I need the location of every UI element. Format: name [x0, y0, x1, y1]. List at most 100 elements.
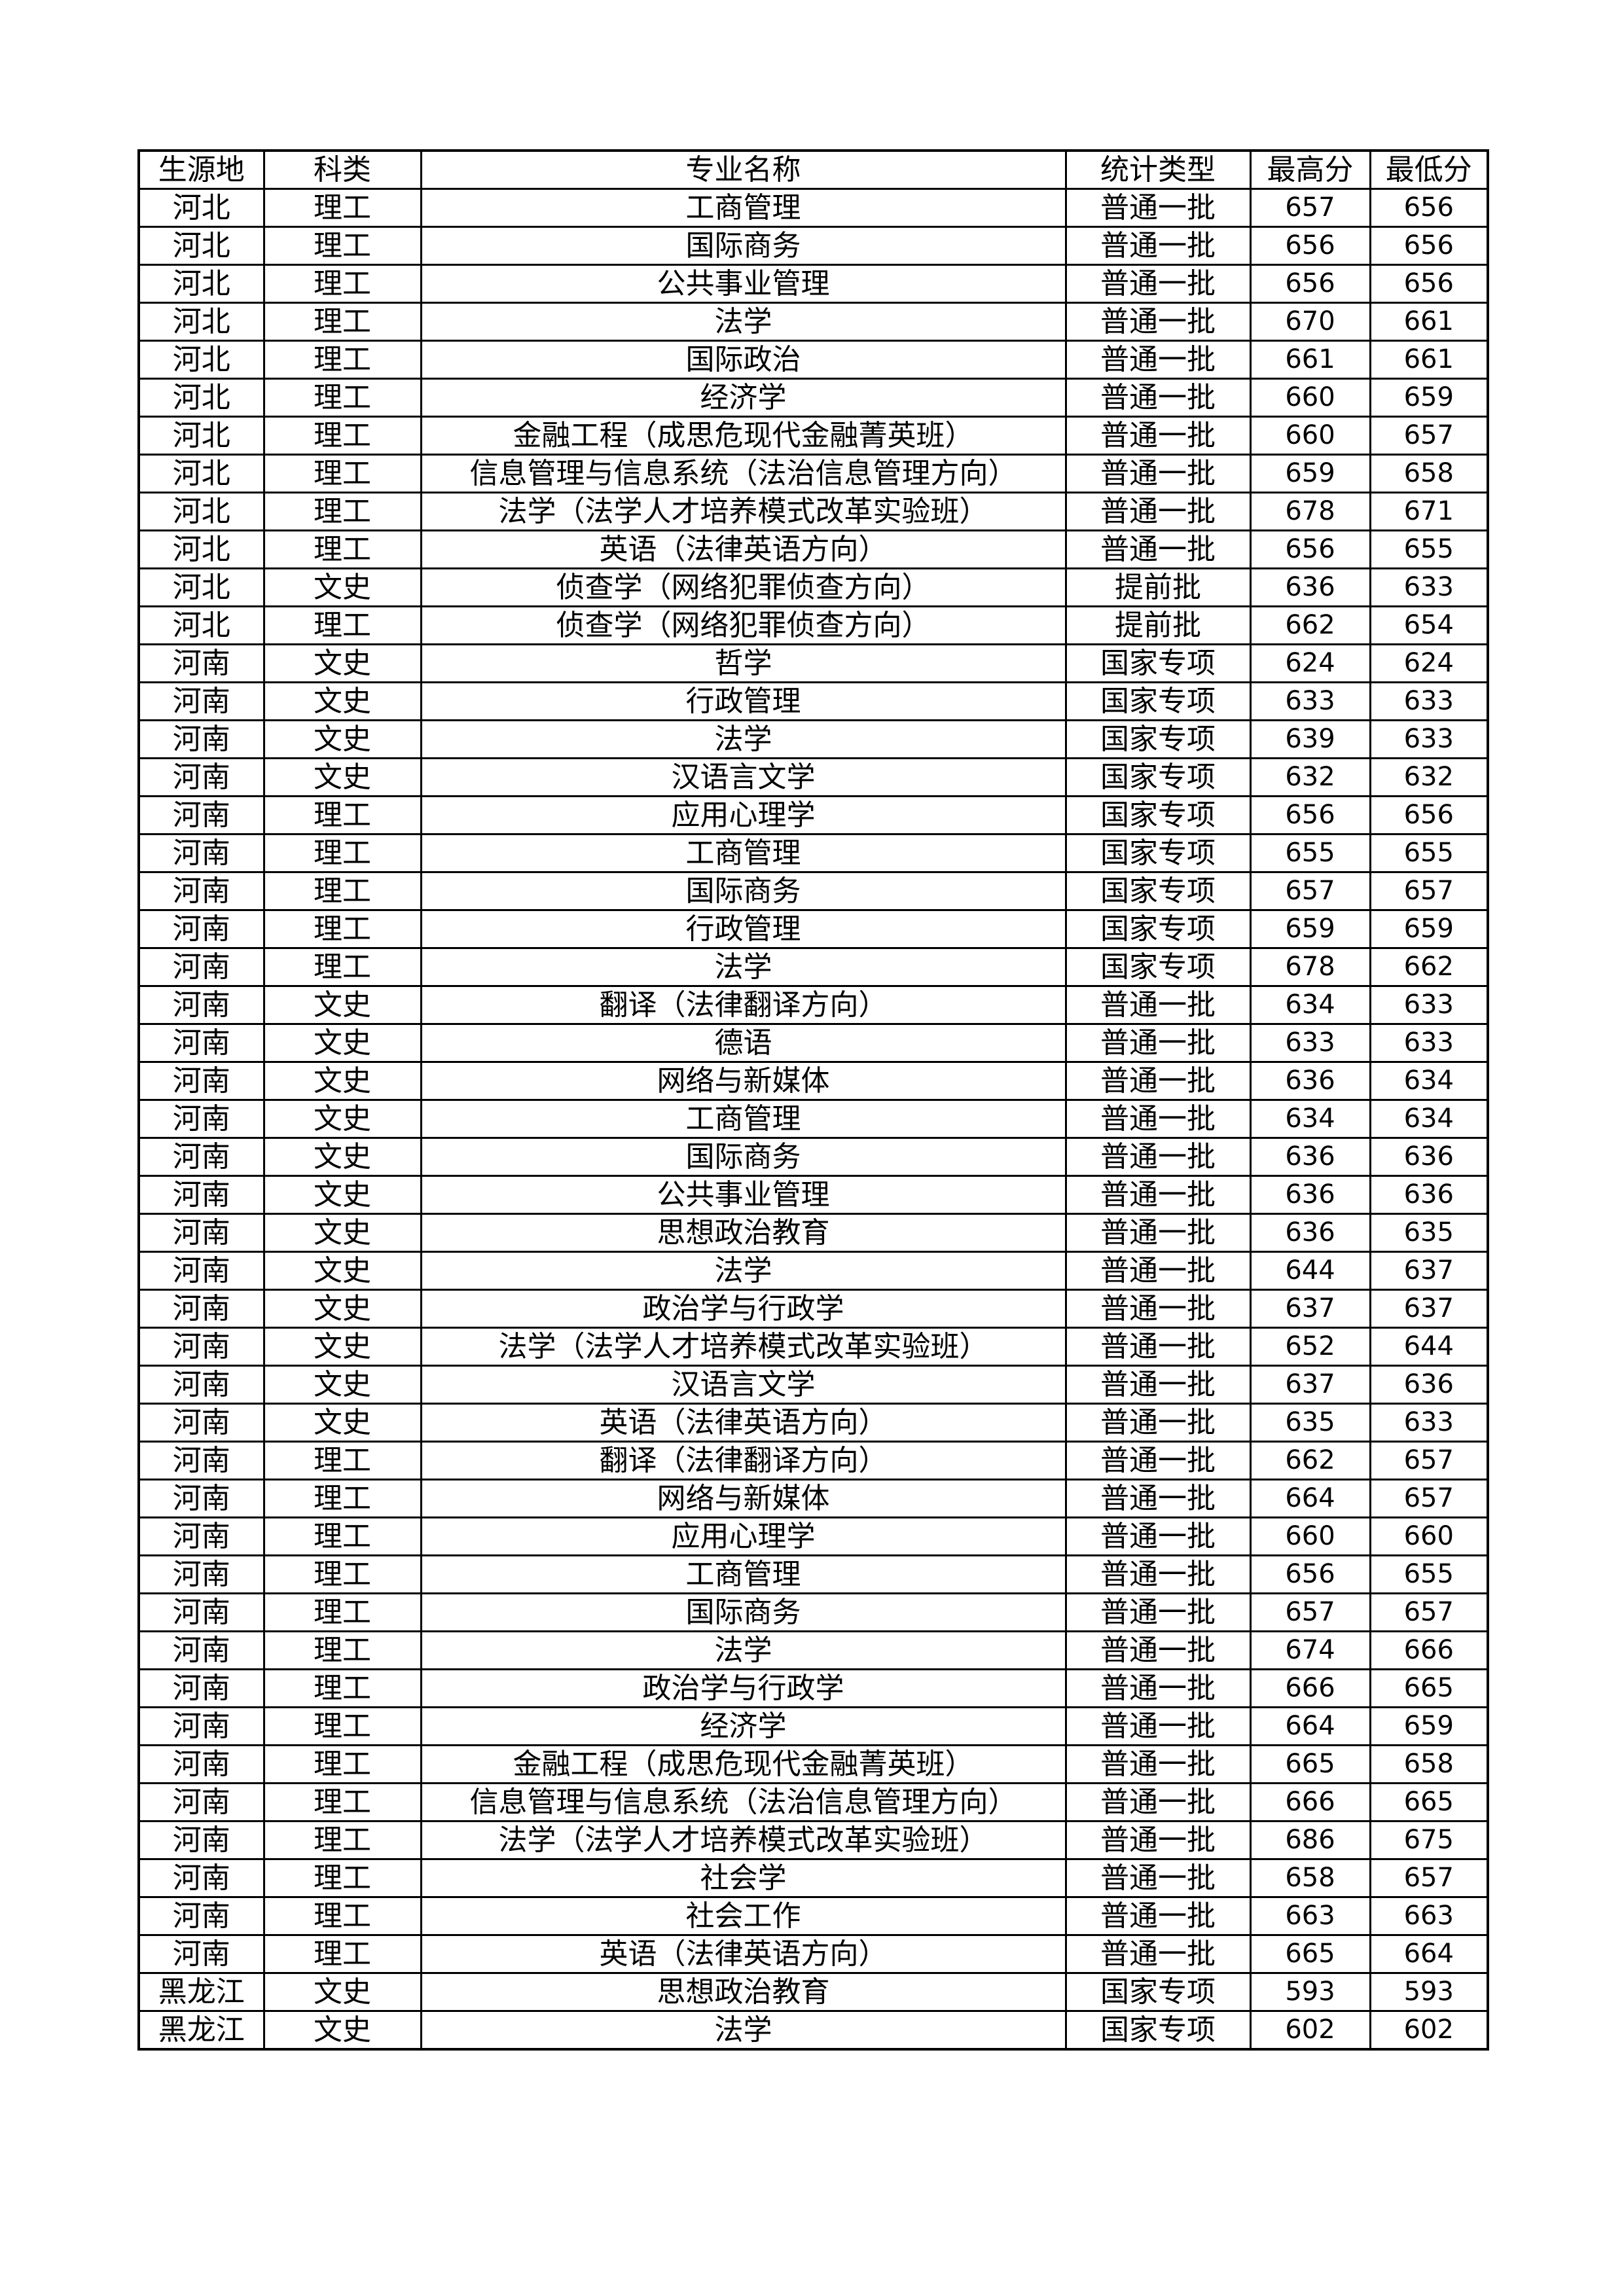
origin-cell: 河南: [137, 1441, 265, 1480]
max-score-cell: 665: [1249, 1934, 1371, 1974]
batch-type-cell: 普通一批: [1064, 529, 1252, 569]
min-score-cell: 657: [1369, 1479, 1489, 1518]
origin-cell: 河南: [137, 909, 265, 949]
category-cell: 理工: [262, 226, 422, 266]
table-row: 黑龙江 文史 法学 国家专项 602 602: [137, 2010, 1489, 2051]
table-row: 河南 文史 英语（法律英语方向） 普通一批 635 633: [137, 1403, 1489, 1443]
category-cell: 文史: [262, 1365, 422, 1405]
origin-cell: 河南: [137, 947, 265, 987]
batch-type-cell: 普通一批: [1064, 1137, 1252, 1177]
max-score-cell: 636: [1249, 1061, 1371, 1101]
category-cell: 文史: [262, 1061, 422, 1101]
table-row: 河北 理工 工商管理 普通一批 657 656: [137, 188, 1489, 228]
category-cell: 文史: [262, 719, 422, 759]
max-score-cell: 633: [1249, 1023, 1371, 1063]
category-cell: 文史: [262, 1175, 422, 1215]
table-row: 河北 理工 公共事业管理 普通一批 656 656: [137, 264, 1489, 304]
batch-type-cell: 国家专项: [1064, 719, 1252, 759]
batch-type-cell: 国家专项: [1064, 643, 1252, 683]
category-cell: 文史: [262, 681, 422, 721]
batch-type-cell: 国家专项: [1064, 681, 1252, 721]
min-score-cell: 662: [1369, 947, 1489, 987]
table-row: 河南 理工 英语（法律英语方向） 普通一批 665 664: [137, 1934, 1489, 1974]
category-cell: 理工: [262, 1441, 422, 1480]
major-cell: 侦查学（网络犯罪侦查方向）: [420, 567, 1067, 607]
table-row: 河北 理工 侦查学（网络犯罪侦查方向） 提前批 662 654: [137, 605, 1489, 645]
origin-cell: 河南: [137, 1706, 265, 1746]
max-score-cell: 659: [1249, 909, 1371, 949]
max-score-cell: 593: [1249, 1972, 1371, 2012]
origin-cell: 河南: [137, 1175, 265, 1215]
major-cell: 信息管理与信息系统（法治信息管理方向）: [420, 1782, 1067, 1822]
max-score-cell: 639: [1249, 719, 1371, 759]
table-row: 河北 理工 国际政治 普通一批 661 661: [137, 340, 1489, 380]
table-row: 河北 理工 经济学 普通一批 660 659: [137, 378, 1489, 418]
origin-cell: 河北: [137, 492, 265, 531]
major-cell: 政治学与行政学: [420, 1668, 1067, 1708]
min-score-cell: 657: [1369, 1858, 1489, 1898]
table-row: 河南 文史 网络与新媒体 普通一批 636 634: [137, 1061, 1489, 1101]
major-cell: 英语（法律英语方向）: [420, 1403, 1067, 1443]
category-cell: 理工: [262, 605, 422, 645]
major-cell: 法学（法学人才培养模式改革实验班）: [420, 492, 1067, 531]
major-cell: 思想政治教育: [420, 1972, 1067, 2012]
category-cell: 理工: [262, 188, 422, 228]
table-row: 河南 文史 政治学与行政学 普通一批 637 637: [137, 1289, 1489, 1329]
max-score-cell: 602: [1249, 2010, 1371, 2051]
major-cell: 应用心理学: [420, 1516, 1067, 1556]
table-row: 河南 理工 国际商务 普通一批 657 657: [137, 1592, 1489, 1632]
max-score-cell: 674: [1249, 1630, 1371, 1670]
min-score-cell: 659: [1369, 1706, 1489, 1746]
max-score-cell: 662: [1249, 605, 1371, 645]
min-score-cell: 635: [1369, 1213, 1489, 1253]
min-score-cell: 633: [1369, 719, 1489, 759]
table-row: 河北 理工 法学 普通一批 670 661: [137, 302, 1489, 342]
origin-cell: 河南: [137, 1251, 265, 1291]
origin-cell: 河南: [137, 1479, 265, 1518]
category-cell: 理工: [262, 1706, 422, 1746]
batch-type-cell: 国家专项: [1064, 909, 1252, 949]
min-score-cell: 633: [1369, 567, 1489, 607]
major-cell: 工商管理: [420, 1099, 1067, 1139]
min-score-cell: 633: [1369, 1403, 1489, 1443]
batch-type-cell: 普通一批: [1064, 985, 1252, 1025]
table-row: 河南 理工 法学 普通一批 674 666: [137, 1630, 1489, 1670]
min-score-cell: 657: [1369, 1441, 1489, 1480]
max-score-cell: 665: [1249, 1744, 1371, 1784]
table-row: 河北 理工 信息管理与信息系统（法治信息管理方向） 普通一批 659 658: [137, 454, 1489, 493]
batch-type-cell: 普通一批: [1064, 1744, 1252, 1784]
major-cell: 公共事业管理: [420, 1175, 1067, 1215]
origin-cell: 河南: [137, 1668, 265, 1708]
category-cell: 文史: [262, 2010, 422, 2051]
major-cell: 国际政治: [420, 340, 1067, 380]
max-score-cell: 662: [1249, 1441, 1371, 1480]
max-score-cell: 659: [1249, 454, 1371, 493]
batch-type-cell: 普通一批: [1064, 264, 1252, 304]
max-score-cell: 637: [1249, 1365, 1371, 1405]
batch-type-cell: 国家专项: [1064, 2010, 1252, 2051]
category-cell: 理工: [262, 947, 422, 987]
min-score-cell: 655: [1369, 1554, 1489, 1594]
min-score-cell: 660: [1369, 1516, 1489, 1556]
origin-cell: 河南: [137, 1289, 265, 1329]
batch-type-cell: 普通一批: [1064, 1327, 1252, 1367]
batch-type-cell: 普通一批: [1064, 1516, 1252, 1556]
min-score-cell: 656: [1369, 226, 1489, 266]
category-cell: 理工: [262, 302, 422, 342]
category-cell: 文史: [262, 1099, 422, 1139]
batch-type-cell: 普通一批: [1064, 1023, 1252, 1063]
origin-cell: 河南: [137, 1820, 265, 1860]
major-cell: 法学: [420, 1251, 1067, 1291]
table-row: 河南 文史 汉语言文学 国家专项 632 632: [137, 757, 1489, 797]
batch-type-cell: 国家专项: [1064, 795, 1252, 835]
major-cell: 国际商务: [420, 871, 1067, 911]
major-cell: 法学: [420, 947, 1067, 987]
origin-cell: 河北: [137, 188, 265, 228]
origin-cell: 河南: [137, 757, 265, 797]
category-cell: 文史: [262, 1251, 422, 1291]
major-cell: 法学: [420, 1630, 1067, 1670]
major-cell: 应用心理学: [420, 795, 1067, 835]
min-score-cell: 654: [1369, 605, 1489, 645]
category-cell: 文史: [262, 1289, 422, 1329]
table-row: 河南 文史 哲学 国家专项 624 624: [137, 643, 1489, 683]
